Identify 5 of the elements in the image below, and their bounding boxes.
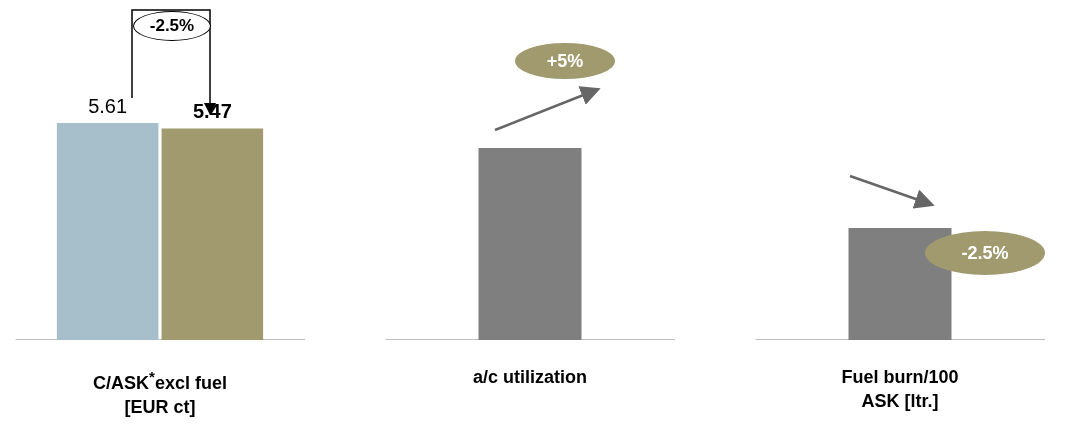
data-label: 5.47 <box>192 100 232 123</box>
data-label: 5.61 <box>88 95 128 117</box>
x-axis-title: C/ASK$^{*}$excl fuel [EUR ct] <box>92 367 228 419</box>
x-axis-title: a/c utilization <box>472 366 588 389</box>
x-axis-title: Fuel burn/100 ASK [ltr.] <box>840 366 960 413</box>
